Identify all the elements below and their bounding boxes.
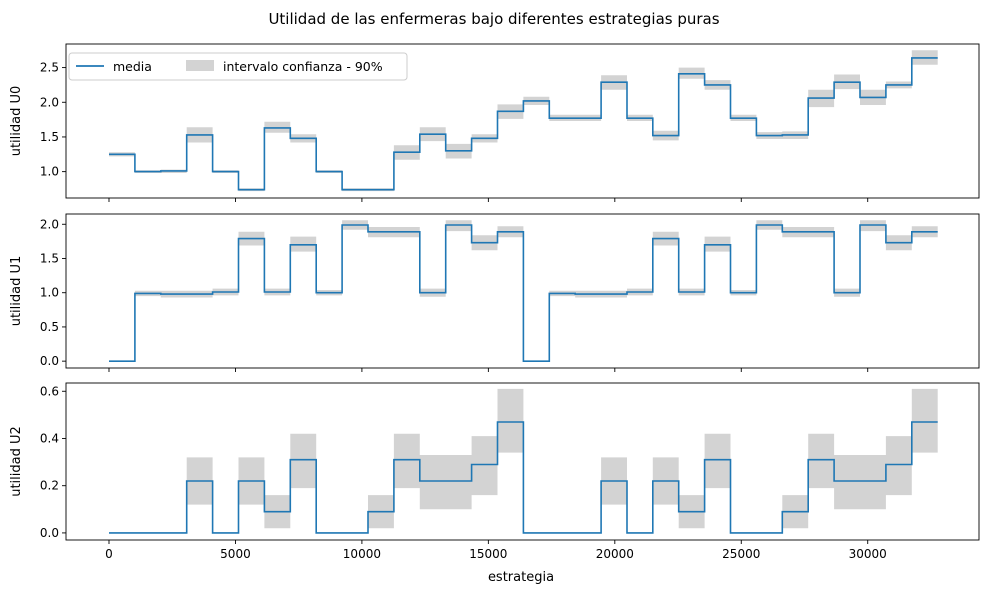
subplot-1: 0.0 0.5 1.0 1.5 2.0 utilidad U1 xyxy=(9,213,980,372)
confidence-band xyxy=(109,220,938,362)
confidence-band xyxy=(109,388,938,533)
y-tick-label: 2.0 xyxy=(40,95,59,109)
x-tick-label: 15000 xyxy=(469,547,507,561)
y-tick-label: 1.5 xyxy=(40,251,59,265)
axes-frame xyxy=(65,43,980,199)
y-tick-label: 2.0 xyxy=(40,217,59,231)
y-axis-label: utilidad U1 xyxy=(9,256,24,327)
legend-line-label: media xyxy=(113,59,152,74)
legend: media intervalo confianza - 90% xyxy=(68,52,408,81)
legend-band-label: intervalo confianza - 90% xyxy=(223,59,383,74)
x-tick-label: 0 xyxy=(105,547,113,561)
x-tick-label: 10000 xyxy=(343,547,381,561)
y-tick-label: 0.6 xyxy=(40,384,59,398)
x-tick-label: 25000 xyxy=(722,547,760,561)
y-tick-label: 0.4 xyxy=(40,431,59,445)
y-tick-label: 2.5 xyxy=(40,61,59,75)
mean-line xyxy=(109,57,938,191)
y-tick-label: 1.0 xyxy=(40,165,59,179)
y-tick-label: 0.2 xyxy=(40,479,59,493)
x-tick-label: 20000 xyxy=(596,547,634,561)
axes-frame xyxy=(65,382,980,541)
axes-frame xyxy=(65,213,980,369)
x-tick-label: 5000 xyxy=(220,547,251,561)
y-axis-label: utilidad U2 xyxy=(9,426,24,497)
mean-line xyxy=(109,421,938,534)
y-tick-label: 0.0 xyxy=(40,354,59,368)
y-tick-label: 0.5 xyxy=(40,320,59,334)
y-axis-label: utilidad U0 xyxy=(9,86,24,157)
subplot-2: 0.0 0.2 0.4 0.6 0 5000 10000 15000 20000 25000 300… xyxy=(9,382,980,561)
y-tick-label: 1.5 xyxy=(40,130,59,144)
x-axis-label: estrategia xyxy=(488,570,554,585)
subplots: 1.0 1.5 2.0 2.5 utilidad U0 media intervalo co… xyxy=(9,43,980,561)
y-tick-label: 0.0 xyxy=(40,526,59,540)
legend-box xyxy=(68,52,408,81)
legend-band-swatch xyxy=(186,60,214,71)
y-tick-label: 1.0 xyxy=(40,286,59,300)
mean-line xyxy=(109,224,938,362)
x-tick-label: 30000 xyxy=(849,547,887,561)
subplot-0: 1.0 1.5 2.0 2.5 utilidad U0 media intervalo co… xyxy=(9,43,980,202)
chart-title: Utilidad de las enfermeras bajo diferent… xyxy=(268,10,719,28)
